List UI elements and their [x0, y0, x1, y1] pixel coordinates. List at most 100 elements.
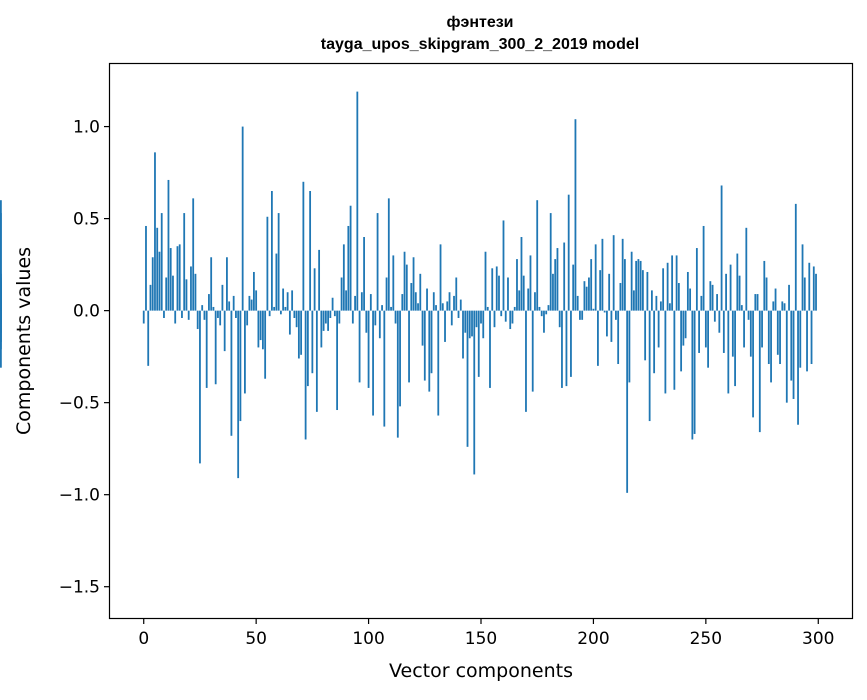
bar-component-30 — [210, 257, 213, 311]
bar-component-291 — [797, 310, 799, 425]
bar-component-261 — [729, 264, 732, 311]
bar-component-278 — [767, 310, 770, 365]
bar-component-223 — [644, 310, 647, 361]
bar-component-237 — [675, 255, 678, 311]
bar-component-181 — [549, 213, 552, 311]
bar-component-283 — [779, 310, 781, 365]
bar-component-193 — [576, 295, 579, 311]
bar-component-72 — [304, 310, 307, 440]
x-tick-label: 250 — [690, 629, 722, 649]
bar-component-203 — [599, 270, 602, 311]
bar-component-277 — [765, 277, 768, 311]
bar-component-241 — [684, 310, 687, 339]
bar-component-268 — [745, 227, 748, 311]
bar-component-218 — [633, 290, 635, 311]
bar-component-116 — [403, 251, 406, 311]
bar-component-242 — [686, 271, 689, 311]
bar-component-262 — [731, 310, 734, 357]
bar-component-210 — [615, 310, 617, 320]
bar-component-289 — [792, 310, 795, 399]
bar-component-176 — [538, 306, 541, 311]
bar-component-78 — [318, 249, 321, 311]
bar-component-263 — [734, 310, 736, 387]
bar-component-232 — [664, 310, 667, 394]
bar-component-135 — [446, 301, 449, 311]
bar-component-206 — [606, 310, 608, 337]
bar-component-154 — [489, 310, 491, 388]
x-tick-label: 50 — [245, 629, 267, 649]
bar-component-260 — [727, 310, 730, 394]
bar-component-222 — [641, 270, 644, 311]
bar-component-177 — [540, 310, 543, 317]
bar-component-189 — [567, 194, 570, 311]
bar-component-80 — [322, 310, 325, 331]
bar-component-195 — [581, 310, 584, 320]
bar-component-168 — [520, 237, 523, 311]
bar-component-66 — [291, 290, 294, 311]
bar-component-99 — [365, 310, 368, 333]
bar-component-37 — [226, 257, 228, 311]
bar-component-191 — [572, 264, 575, 311]
bar-component-158 — [498, 275, 500, 311]
bar-component-49 — [253, 271, 255, 311]
bar-component-239 — [680, 310, 683, 372]
bar-component-271 — [752, 310, 754, 418]
bar-component-207 — [608, 273, 611, 311]
bar-component-178 — [543, 310, 545, 333]
bar-component-47 — [248, 295, 251, 311]
bar-component-137 — [450, 310, 453, 326]
bar-component-284 — [781, 301, 784, 311]
bar-component-248 — [700, 295, 703, 311]
bar-component-198 — [588, 277, 590, 311]
bar-component-91 — [347, 225, 350, 311]
bar-component-141 — [459, 299, 462, 311]
bar-component-131 — [437, 310, 440, 416]
bar-component-32 — [214, 310, 217, 385]
bar-component-187 — [563, 242, 566, 311]
bar-component-179 — [545, 310, 548, 315]
plot-frame — [108, 62, 854, 620]
bar-component-204 — [601, 238, 604, 311]
bar-component-186 — [561, 310, 563, 388]
bar-component-132 — [439, 244, 442, 311]
bar-component-127 — [428, 310, 431, 392]
bar-component-216 — [628, 310, 631, 383]
bar-component-64 — [286, 292, 289, 311]
bar-component-265 — [738, 275, 741, 311]
bar-component-214 — [624, 259, 626, 311]
bar-component-111 — [392, 255, 395, 311]
bar-component-229 — [657, 310, 660, 348]
bar-component-190 — [570, 310, 572, 377]
bar-component-129 — [432, 292, 435, 311]
bar-component-19 — [185, 279, 188, 311]
x-tick-label: 100 — [352, 629, 384, 649]
bar-component-5 — [154, 152, 156, 311]
bar-component-172 — [529, 255, 532, 311]
bar-component-138 — [453, 295, 455, 311]
bar-component-139 — [455, 277, 458, 311]
bar-component-4 — [151, 257, 154, 311]
bar-component-92 — [349, 205, 352, 311]
bar-component-197 — [585, 286, 588, 311]
bar-component-undefined — [0, 200, 2, 311]
bar-component-164 — [511, 310, 514, 324]
bar-component-231 — [662, 268, 665, 311]
bar-component-35 — [221, 284, 224, 311]
bar-component-215 — [626, 310, 629, 493]
bar-component-75 — [311, 310, 314, 374]
x-tick-label: 300 — [802, 629, 834, 649]
bar-component-212 — [619, 283, 622, 311]
bar-component-298 — [812, 266, 815, 311]
bar-component-238 — [677, 283, 680, 311]
bar-component-282 — [776, 310, 779, 355]
bar-component-170 — [525, 310, 527, 412]
bar-component-294 — [803, 277, 806, 311]
bar-component-15 — [176, 246, 179, 311]
bar-component-11 — [167, 179, 170, 311]
bar-component-145 — [468, 310, 471, 339]
bar-component-167 — [518, 290, 521, 311]
bar-component-243 — [689, 288, 692, 311]
bar-component-162 — [507, 277, 509, 311]
bar-component-146 — [471, 310, 473, 337]
